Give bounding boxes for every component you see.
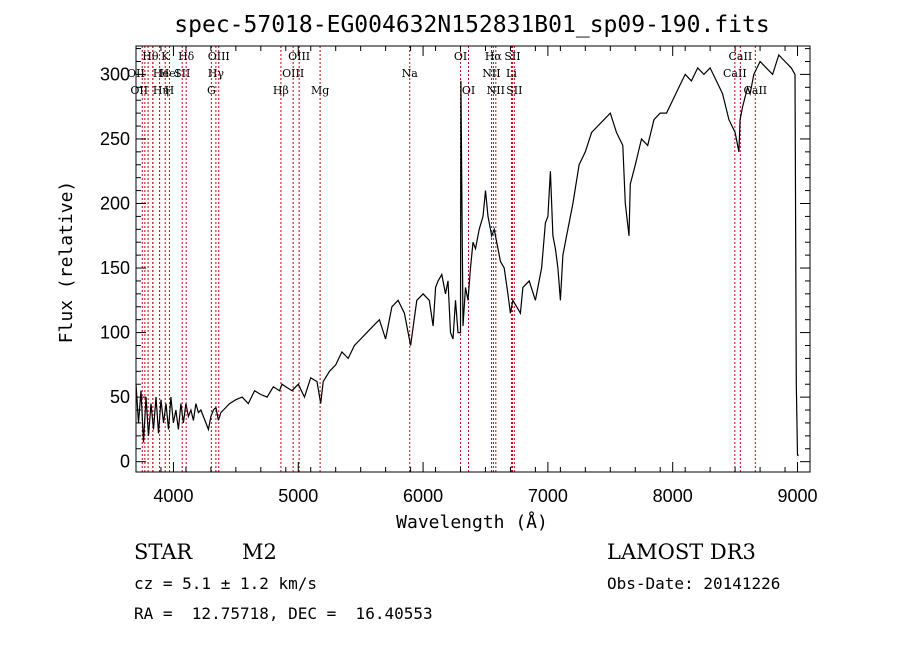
spectral-line-label: HeI — [160, 67, 180, 80]
subclass-label: M2 — [242, 540, 277, 564]
x-tick-label: 5000 — [278, 486, 318, 506]
spectral-line-label: He — [153, 67, 169, 80]
spectral-line-label: CaII — [743, 84, 767, 97]
y-tick-label: 0 — [120, 452, 130, 472]
coordinates: RA = 12.75718, DEC = 16.40553 — [134, 604, 433, 623]
y-axis-label: Flux (relative) — [56, 181, 77, 344]
redshift-readout: cz = 5.1 ± 1.2 km/s — [134, 574, 318, 593]
plot-frame — [135, 45, 811, 473]
spectral-line-label: G — [207, 84, 216, 97]
x-tick-label: 4000 — [153, 486, 193, 506]
y-tick-label: 300 — [100, 64, 130, 84]
y-tick-label: 200 — [100, 193, 130, 213]
spectral-line-label: Hβ — [273, 84, 289, 97]
spectral-line-label: Li — [506, 67, 517, 80]
spectral-line-label: OIII — [288, 50, 310, 63]
y-tick-label: 250 — [100, 129, 130, 149]
y-tick-label: 100 — [100, 323, 130, 343]
y-axis-ticks: 0 50 100 150 200 250 300 — [100, 48, 810, 472]
x-tick-label: 7000 — [528, 486, 568, 506]
spectrum-chart: spec-57018-EG004632N152831B01_sp09-190.f… — [56, 12, 818, 533]
spectral-line-label: Hα — [485, 50, 503, 63]
spectral-line-label: CaII — [723, 67, 747, 80]
spectral-line-label: Mg — [311, 84, 329, 97]
spectral-line-label: H — [165, 84, 175, 97]
spectral-line-label: Hη — [153, 84, 169, 97]
spectrum-line — [135, 53, 799, 456]
x-axis-label: Wavelength (Å) — [396, 511, 548, 533]
spectral-line-label: Na — [402, 67, 419, 80]
spectral-line-label: Hδ — [178, 50, 195, 63]
spectral-line-label: OIII — [208, 50, 230, 63]
spectral-line-label: SII — [506, 84, 522, 97]
spectral-line-label: NII — [487, 84, 505, 97]
spectral-line-label: OI — [454, 50, 467, 63]
x-tick-label: 8000 — [653, 486, 693, 506]
spectral-line-label: NII — [482, 67, 500, 80]
line-labels: HθOIIOIIHeHηHeIKHSIIHδGHγOIIIHβOIIIOIIIM… — [127, 50, 767, 97]
spectral-line-label: CaII — [729, 50, 753, 63]
spectral-line-label: Hθ — [142, 50, 159, 63]
spectral-line-label: OI — [462, 84, 475, 97]
class-label: STAR — [134, 540, 193, 564]
chart-title: spec-57018-EG004632N152831B01_sp09-190.f… — [174, 12, 769, 38]
spectral-line-label: SII — [504, 50, 520, 63]
x-axis-ticks: 4000 5000 6000 7000 8000 9000 — [135, 46, 818, 506]
spectral-line-label: OII — [130, 84, 148, 97]
y-tick-label: 150 — [100, 258, 130, 278]
y-tick-label: 50 — [110, 387, 130, 407]
spectral-line-label: K — [161, 50, 170, 63]
x-tick-label: 6000 — [403, 486, 443, 506]
obs-date: Obs-Date: 20141226 — [607, 574, 781, 593]
survey-label: LAMOST DR3 — [607, 540, 756, 564]
spectral-line-label: OIII — [282, 67, 304, 80]
emission-lines — [141, 46, 756, 472]
spectral-line-label: Hγ — [208, 67, 225, 80]
spectral-line-label: SII — [174, 67, 190, 80]
x-tick-label: 9000 — [777, 486, 817, 506]
